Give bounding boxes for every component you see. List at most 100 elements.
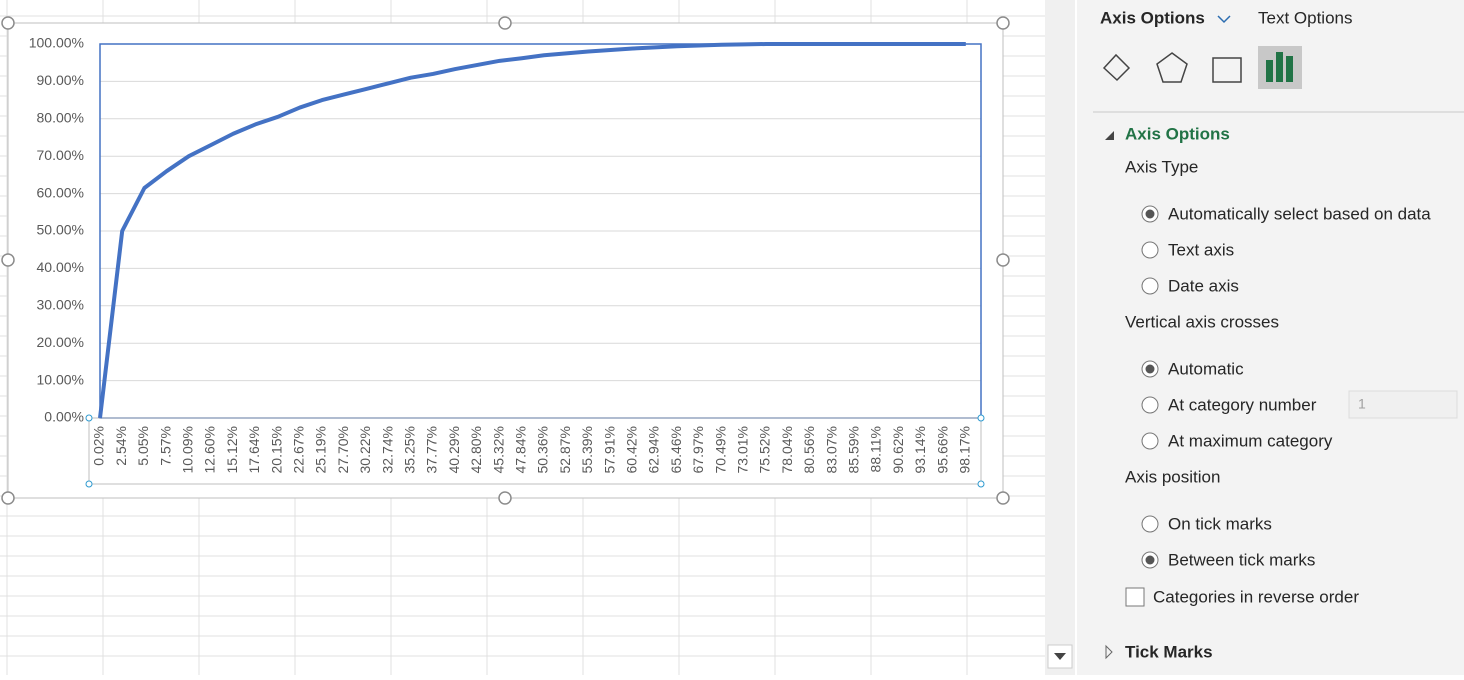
icon-bar[interactable] (1266, 60, 1273, 82)
x-tick-label: 10.09% (180, 426, 196, 473)
checkbox[interactable] (1125, 587, 1145, 607)
group-label: Axis position (1125, 467, 1220, 486)
x-tick-label: 12.60% (202, 426, 218, 473)
radio-label[interactable]: Automatically select based on data (1168, 204, 1431, 223)
x-tick-label: 40.29% (446, 426, 462, 473)
x-tick-label: 65.46% (668, 426, 684, 473)
y-tick-label: 0.00% (44, 409, 84, 425)
section-title[interactable]: Axis Options (1125, 124, 1230, 143)
x-tick-label: 17.64% (246, 426, 262, 473)
chevron (1217, 15, 1231, 24)
x-tick-label: 83.07% (823, 426, 839, 473)
y-tick-label: 20.00% (37, 334, 84, 350)
radio-label[interactable]: Between tick marks (1168, 550, 1315, 569)
y-tick-label: 50.00% (37, 222, 84, 238)
chart-area[interactable] (7, 22, 1004, 499)
x-tick-label: 98.17% (957, 426, 973, 473)
radio[interactable] (1141, 432, 1159, 450)
y-tick-label: 80.00% (37, 110, 84, 126)
scrollbar[interactable] (1045, 0, 1075, 675)
x-tick-label: 37.77% (424, 426, 440, 473)
line-series (98, 42, 966, 419)
radio-label[interactable]: At category number (1168, 395, 1317, 414)
x-tick-label: 78.04% (779, 426, 795, 473)
radio-label[interactable]: Date axis (1168, 276, 1239, 295)
selection-dot (85, 480, 93, 488)
selection-dot (977, 480, 985, 488)
panel-content: Axis Options Text Options Axis Options Axis… (1093, 8, 1464, 661)
y-tick-label: 100.00% (29, 35, 84, 51)
radio-dot (1145, 209, 1155, 219)
number-input[interactable] (1348, 390, 1458, 419)
checkbox-label[interactable]: Categories in reverse order (1153, 587, 1359, 606)
resize-handle[interactable] (498, 491, 512, 505)
arrow (1054, 653, 1066, 660)
radio-label[interactable]: On tick marks (1168, 514, 1272, 533)
resize-handle[interactable] (1, 16, 15, 30)
x-tick-label: 2.54% (113, 426, 129, 466)
icon-effects[interactable] (1156, 52, 1188, 83)
y-tick-label: 10.00% (37, 371, 84, 387)
group-label: Vertical axis crosses (1125, 312, 1279, 331)
radio[interactable] (1141, 515, 1159, 533)
x-tick-label: 7.57% (157, 426, 173, 466)
radio[interactable] (1141, 241, 1159, 259)
x-tick-label: 50.36% (535, 426, 551, 473)
x-tick-label: 62.94% (646, 426, 662, 473)
x-tick-label: 85.59% (846, 426, 862, 473)
x-tick-label: 52.87% (557, 426, 573, 473)
chart: 0.00% 10.00% 20.00% 30.00% 40.00% 50.00% 60.00… (1, 16, 1010, 505)
resize-handle[interactable] (498, 16, 512, 30)
resize-handle[interactable] (996, 491, 1010, 505)
x-tick-label: 57.91% (601, 426, 617, 473)
x-tick-label: 67.97% (690, 426, 706, 473)
x-tick-label: 20.15% (268, 426, 284, 473)
radio[interactable] (1141, 396, 1159, 414)
icon-bar[interactable] (1276, 52, 1283, 82)
x-tick-label: 25.19% (313, 426, 329, 473)
x-tick-label: 75.52% (757, 426, 773, 473)
y-tick-label: 70.00% (37, 147, 84, 163)
x-tick-label: 73.01% (735, 426, 751, 473)
axis-selection (88, 417, 982, 485)
resize-handle[interactable] (1, 491, 15, 505)
x-tick-label: 15.12% (224, 426, 240, 473)
resize-handle[interactable] (996, 16, 1010, 30)
radio-dot (1145, 364, 1155, 374)
radio-dot (1145, 555, 1155, 565)
tab[interactable]: Axis Options (1100, 8, 1205, 27)
x-tick-label: 42.80% (468, 426, 484, 473)
x-tick-label: 80.56% (801, 426, 817, 473)
x-tick-label: 0.02% (91, 426, 107, 466)
x-tick-label: 95.66% (934, 426, 950, 473)
x-tick-label: 35.25% (402, 426, 418, 473)
radio[interactable] (1141, 277, 1159, 295)
radio-label[interactable]: Automatic (1168, 359, 1244, 378)
x-tick-label: 32.74% (379, 426, 395, 473)
x-tick-label: 90.62% (890, 426, 906, 473)
y-tick-label: 90.00% (37, 72, 84, 88)
y-tick-label: 40.00% (37, 259, 84, 275)
format-panel (1077, 0, 1464, 675)
section-title[interactable]: Tick Marks (1125, 642, 1213, 661)
x-tick-label: 30.22% (357, 426, 373, 473)
icon-fill[interactable] (1102, 53, 1131, 82)
collapse-triangle (1105, 644, 1113, 660)
radio-label[interactable]: At maximum category (1168, 431, 1333, 450)
expand-triangle (1105, 131, 1114, 140)
selection-dot (977, 414, 985, 422)
x-tick-label: 55.39% (579, 426, 595, 473)
icon-bar[interactable] (1286, 56, 1293, 82)
x-tick-label: 5.05% (135, 426, 151, 466)
icon-size[interactable] (1212, 57, 1242, 83)
y-tick-label: 30.00% (37, 297, 84, 313)
radio-label[interactable]: Text axis (1168, 240, 1234, 259)
resize-handle[interactable] (1, 253, 15, 267)
x-tick-label: 22.67% (291, 426, 307, 473)
x-tick-label: 60.42% (624, 426, 640, 473)
x-tick-label: 47.84% (513, 426, 529, 473)
tab[interactable]: Text Options (1258, 8, 1353, 27)
resize-handle[interactable] (996, 253, 1010, 267)
